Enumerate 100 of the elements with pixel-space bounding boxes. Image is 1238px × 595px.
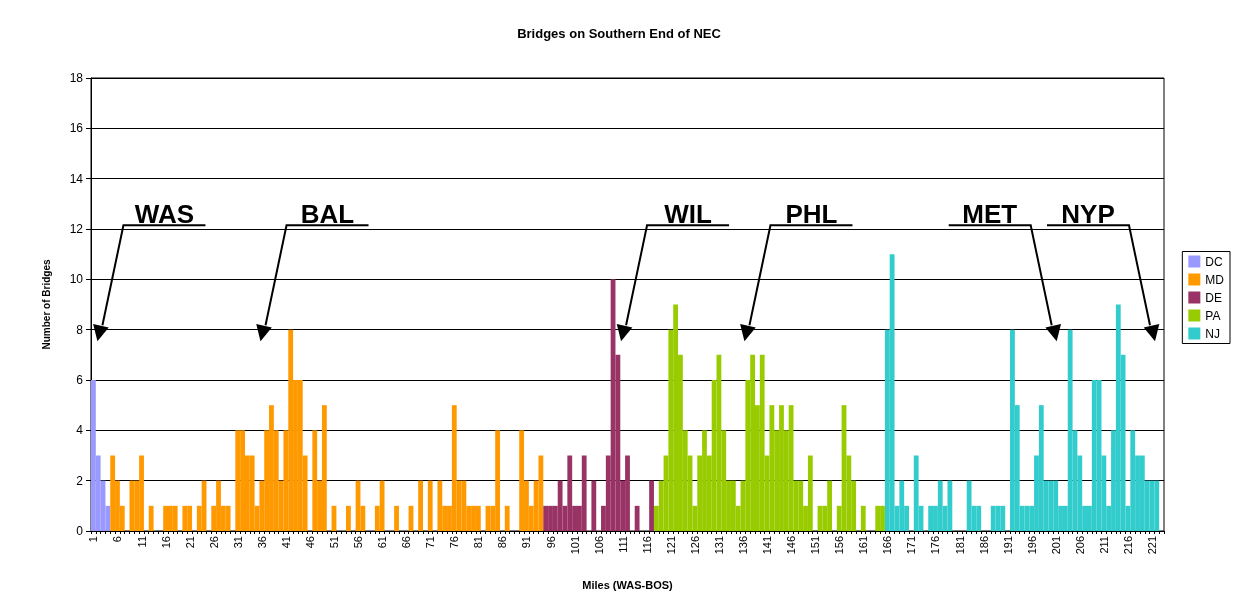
x-tick-label: 166 — [881, 536, 894, 555]
bar — [557, 480, 563, 531]
x-tick-label: 111 — [616, 536, 629, 553]
x-tick-label: 91 — [520, 536, 533, 549]
x-tick-label: 156 — [833, 536, 846, 555]
x-tick-label: 101 — [568, 536, 581, 555]
bar — [1091, 380, 1097, 531]
y-tick-label: 2 — [76, 473, 84, 488]
bar — [937, 480, 943, 531]
legend-label: PA — [1205, 308, 1221, 323]
x-tick-label: 16 — [159, 536, 172, 549]
x-tick-label: 191 — [1001, 536, 1014, 555]
x-tick-label: 36 — [255, 536, 268, 549]
x-tick-label: 21 — [183, 536, 196, 549]
bar — [394, 505, 399, 531]
x-tick-label: 141 — [761, 536, 774, 555]
legend-label: DE — [1205, 290, 1223, 305]
x-tick-label: 51 — [327, 536, 340, 549]
bar — [649, 480, 654, 531]
bar — [172, 505, 178, 531]
y-axis-title: Number of Bridges — [40, 259, 52, 350]
y-tick-label: 8 — [76, 322, 84, 337]
x-tick-label: 56 — [352, 536, 365, 549]
bar — [1154, 480, 1160, 531]
x-tick-label: 181 — [953, 536, 966, 555]
y-tick-label: 4 — [76, 423, 84, 438]
bar — [976, 505, 982, 531]
x-tick-label: 136 — [736, 536, 749, 555]
bar — [379, 480, 385, 531]
x-tick-label: 26 — [207, 536, 220, 549]
chart-title: Bridges on Southern End of NEC — [517, 26, 722, 41]
bar — [581, 455, 587, 531]
x-tick-label: 106 — [592, 536, 605, 555]
x-tick-label: 86 — [496, 536, 509, 549]
x-tick-label: 6 — [111, 536, 124, 543]
x-tick-label: 206 — [1073, 536, 1086, 555]
bar — [418, 480, 423, 531]
bar — [437, 480, 443, 531]
bar — [567, 455, 573, 531]
bar — [1000, 505, 1006, 531]
y-tick-label: 12 — [69, 222, 84, 236]
x-tick-label: 126 — [688, 536, 701, 555]
bar — [990, 505, 996, 531]
y-tick-label: 16 — [69, 121, 84, 136]
bar — [1024, 505, 1030, 531]
bar — [913, 455, 919, 531]
bar — [538, 455, 544, 531]
x-tick-label: 41 — [279, 536, 292, 549]
x-tick-label: 96 — [544, 536, 557, 549]
x-tick-label: 121 — [664, 536, 677, 555]
legend-label: MD — [1205, 272, 1225, 287]
bar — [427, 480, 433, 531]
bar — [148, 505, 154, 531]
bar — [182, 505, 188, 531]
bar — [769, 405, 775, 531]
x-tick-label: 131 — [712, 536, 725, 555]
x-tick-label: 11 — [135, 536, 148, 548]
y-tick-label: 10 — [69, 272, 84, 287]
bar — [860, 505, 866, 531]
bar — [346, 505, 351, 531]
x-tick-label: 81 — [472, 536, 485, 549]
x-tick-label: 61 — [376, 536, 389, 549]
bar — [543, 505, 549, 531]
x-tick-label: 31 — [231, 536, 244, 549]
y-tick-label: 0 — [76, 524, 84, 538]
x-axis-title: Miles (WAS-BOS) — [582, 578, 674, 591]
x-tick-label: 161 — [857, 536, 870, 555]
legend-label: NJ — [1205, 326, 1221, 341]
x-tick-label: 171 — [905, 536, 918, 555]
bar — [451, 405, 457, 531]
x-tick-label: 211 — [1097, 536, 1110, 554]
bar — [321, 405, 327, 531]
bar — [966, 480, 972, 531]
bar — [1067, 329, 1073, 531]
bar — [249, 455, 255, 531]
bar — [798, 480, 804, 531]
bar — [1053, 480, 1059, 531]
y-tick-label: 18 — [69, 71, 84, 85]
x-tick-label: 201 — [1049, 536, 1062, 555]
x-tick-label: 146 — [785, 536, 798, 555]
x-tick-label: 1 — [87, 536, 100, 543]
bar — [461, 480, 467, 531]
x-tick-label: 186 — [977, 536, 990, 555]
x-tick-label: 176 — [929, 536, 942, 555]
annotation: BAL — [300, 199, 355, 230]
annotation: NYP — [1061, 199, 1115, 230]
x-tick-label: 76 — [448, 536, 461, 549]
annotation: PHL — [785, 199, 838, 230]
bar — [475, 505, 481, 531]
y-tick-label: 14 — [69, 171, 84, 186]
x-tick-label: 221 — [1145, 536, 1158, 555]
bar — [947, 480, 953, 531]
bar — [807, 455, 813, 531]
bar — [504, 505, 510, 531]
bar — [225, 505, 231, 531]
annotation: MET — [962, 199, 1018, 230]
x-tick-label: 151 — [809, 536, 822, 555]
bar — [312, 430, 318, 531]
bar — [235, 430, 241, 531]
bar — [110, 455, 116, 531]
